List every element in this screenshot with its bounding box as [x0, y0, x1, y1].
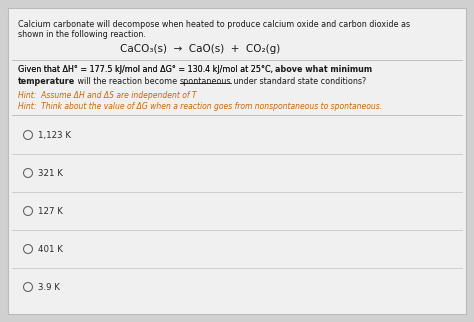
Text: Calcium carbonate will decompose when heated to produce calcium oxide and carbon: Calcium carbonate will decompose when he…: [18, 20, 410, 29]
Text: Hint:  Assume ΔH and ΔS are independent of T: Hint: Assume ΔH and ΔS are independent o…: [18, 91, 197, 100]
Text: above what minimum: above what minimum: [275, 65, 373, 74]
Text: temperature: temperature: [18, 77, 75, 86]
Text: 1,123 K: 1,123 K: [38, 130, 71, 139]
Text: 321 K: 321 K: [38, 168, 63, 177]
Text: CaCO₃(s)  →  CaO(s)  +  CO₂(g): CaCO₃(s) → CaO(s) + CO₂(g): [120, 44, 280, 54]
Text: Hint:  Think about the value of ΔG when a reaction goes from nonspontaneous to s: Hint: Think about the value of ΔG when a…: [18, 102, 382, 111]
Text: under standard state conditions?: under standard state conditions?: [231, 77, 366, 86]
Text: Given that ΔH° = 177.5 kJ/mol and ΔG° = 130.4 kJ/mol at 25°C,: Given that ΔH° = 177.5 kJ/mol and ΔG° = …: [18, 65, 275, 74]
Text: spontaneous: spontaneous: [180, 77, 231, 86]
Text: will the reaction become: will the reaction become: [75, 77, 180, 86]
FancyBboxPatch shape: [8, 8, 466, 314]
Text: 127 K: 127 K: [38, 206, 63, 215]
Text: Given that ΔH° = 177.5 kJ/mol and ΔG° = 130.4 kJ/mol at 25°C,: Given that ΔH° = 177.5 kJ/mol and ΔG° = …: [18, 65, 275, 74]
Text: shown in the following reaction.: shown in the following reaction.: [18, 30, 146, 39]
Text: 401 K: 401 K: [38, 244, 63, 253]
Text: 3.9 K: 3.9 K: [38, 282, 60, 291]
